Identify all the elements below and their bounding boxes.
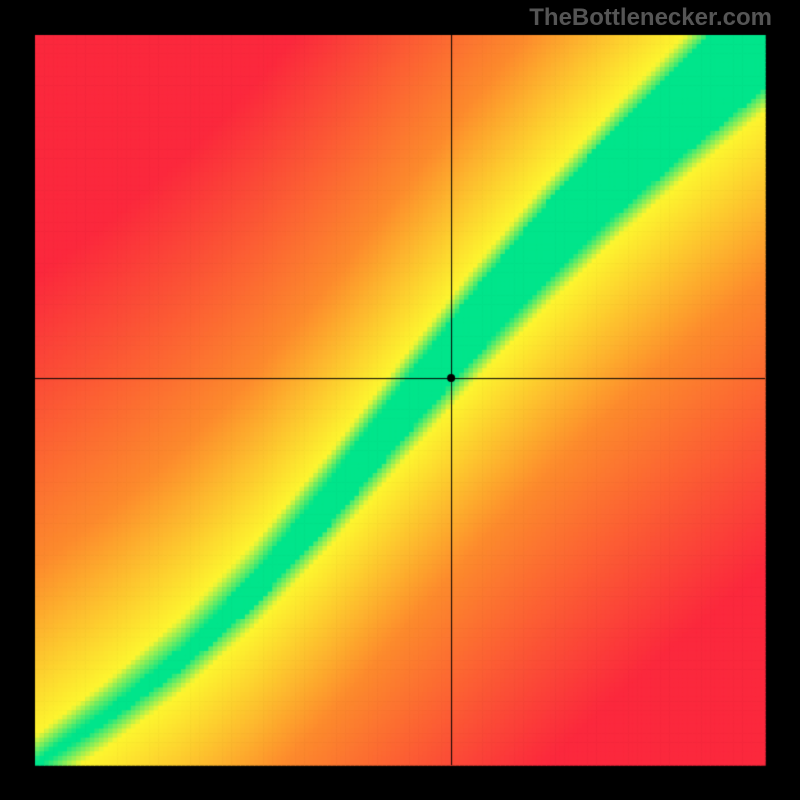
bottleneck-heatmap (0, 0, 800, 800)
watermark-text: TheBottlenecker.com (529, 4, 772, 32)
chart-container: { "watermark": { "text": "TheBottlenecke… (0, 0, 800, 800)
